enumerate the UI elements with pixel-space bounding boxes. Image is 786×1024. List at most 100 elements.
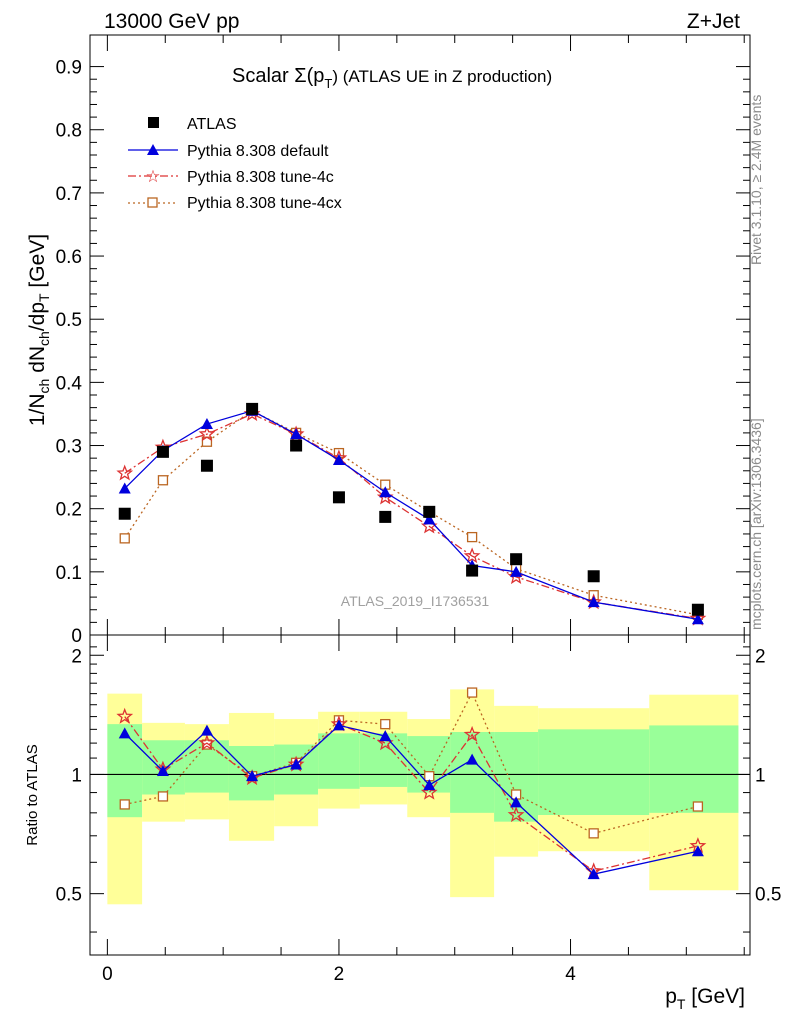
ratio-frame (89, 634, 751, 956)
ratio-data-point (423, 779, 436, 791)
ratio-y-tick-label: 1 (71, 765, 82, 786)
ratio-inner-band (538, 729, 650, 815)
ratio-series-line (124, 716, 699, 872)
ratio-y-axis-label: Ratio to ATLAS (24, 744, 41, 845)
ratio-data-point (246, 770, 259, 782)
ratio-data-point (157, 791, 169, 802)
mcplots-label: mcplots.cern.ch [arXiv:1306.3436] (748, 418, 764, 630)
main-data-point (118, 507, 131, 520)
main-title-tail: ) (ATLAS UE in Z production) (332, 67, 552, 86)
main-y-tick-label: 0.5 (56, 310, 82, 331)
main-data-point (379, 510, 392, 523)
ratio-inner-band (649, 725, 739, 813)
rivet-label: Rivet 3.1.10, ≥ 2.4M events (748, 95, 764, 265)
main-data-point (119, 533, 130, 544)
main-title-sub: T (324, 76, 332, 91)
ratio-data-point (156, 765, 169, 777)
ratio-inner-band (359, 733, 408, 787)
x-axis-label-main: p (665, 985, 677, 1008)
ratio-y-tick-label-right: 0.5 (755, 885, 781, 906)
ratio-data-point (587, 868, 600, 880)
main-data-point (466, 531, 478, 543)
ratio-data-point (119, 799, 130, 810)
ratio-data-point (201, 739, 213, 750)
main-data-point (510, 553, 523, 566)
main-data-point (587, 596, 600, 608)
ratio-data-point (510, 796, 523, 808)
x-axis-label: pT [GeV] (665, 985, 745, 1012)
legend-atlas-label: ATLAS (187, 116, 237, 133)
main-data-point (463, 547, 481, 564)
ratio-data-point (200, 724, 213, 736)
main-y-tick-label: 0 (71, 626, 82, 647)
legend-default-marker (147, 144, 159, 155)
main-data-point (466, 564, 479, 577)
ratio-data-point (466, 753, 479, 765)
legend-atlas-marker (148, 117, 159, 128)
ratio-data-point (420, 783, 438, 800)
x-axis-label-tail: [GeV] (685, 985, 745, 1008)
ratio-inner-band (450, 732, 495, 813)
ratio-data-point (692, 801, 704, 812)
main-data-point (246, 402, 259, 415)
ratio-series-line (124, 691, 699, 835)
main-y-tick-label: 0.3 (56, 437, 82, 458)
main-data-point (587, 570, 600, 583)
ratio-y-tick-label: 0.5 (56, 885, 82, 906)
legend-default-label: Pythia 8.308 default (187, 143, 329, 160)
legend-4c-marker: ☆ (145, 167, 160, 186)
main-data-point (423, 505, 436, 518)
main-y-tick-label: 0.2 (56, 500, 82, 521)
main-data-point (332, 454, 345, 466)
main-y-axis-label: 1/Nch dNch/dpT [GeV] (26, 234, 52, 426)
main-data-point (691, 603, 704, 616)
main-data-point (157, 475, 169, 486)
main-y-tick-label: 0.7 (56, 184, 82, 205)
ratio-data-point (198, 734, 216, 751)
header-left-label: 13000 GeV pp (104, 10, 239, 33)
x-axis-label-sub: T (677, 996, 686, 1012)
ratio-data-point (588, 828, 599, 839)
main-series-line (124, 413, 698, 620)
ratio-panel: 0 2 4 0.5 0.5 1 1 2 2 (56, 635, 781, 985)
main-data-point (198, 425, 216, 442)
ratio-data-point (466, 687, 478, 698)
ratio-x-tick-label: 0 (102, 964, 113, 985)
main-y-tick-label: 0.8 (56, 121, 82, 142)
main-y-tick-label: 0.9 (56, 58, 82, 79)
main-data-point (379, 486, 392, 498)
main-data-point (116, 464, 134, 481)
ratio-inner-band (318, 733, 360, 789)
ratio-data-point (507, 806, 525, 823)
ratio-x-tick-label: 2 (334, 964, 345, 985)
main-title-main: Scalar Σ(p (232, 65, 324, 87)
main-data-point (290, 439, 303, 452)
ratio-data-point (116, 707, 134, 724)
main-data-point (200, 418, 213, 430)
main-data-point (156, 445, 169, 458)
ratio-data-point (379, 730, 392, 742)
ratio-y-tick-label: 2 (71, 646, 82, 667)
main-series-line (124, 410, 698, 620)
main-panel: 0 0.1 0.2 0.3 0.4 0.5 0.6 0.7 0.8 0.9 (56, 35, 750, 647)
main-data-point (290, 428, 303, 440)
ratio-data-point (290, 758, 303, 770)
main-data-point (200, 459, 213, 472)
legend-4cx-marker (147, 197, 158, 208)
header-right-label: Z+Jet (687, 10, 740, 33)
analysis-watermark: ATLAS_2019_I1736531 (341, 593, 490, 609)
main-data-point (118, 482, 131, 494)
main-data-point (510, 565, 523, 577)
ratio-data-point (691, 845, 704, 857)
main-data-point (507, 568, 525, 585)
legend-4cx-label: Pythia 8.308 tune-4cx (187, 195, 342, 212)
ratio-data-point (118, 727, 131, 739)
main-data-point (691, 613, 704, 625)
main-data-point (332, 491, 345, 504)
ratio-data-point (463, 725, 481, 742)
main-y-tick-label: 0.4 (56, 373, 83, 394)
main-y-tick-label: 0.1 (56, 563, 82, 584)
ratio-series-line (124, 724, 699, 875)
main-data-point (423, 513, 436, 525)
